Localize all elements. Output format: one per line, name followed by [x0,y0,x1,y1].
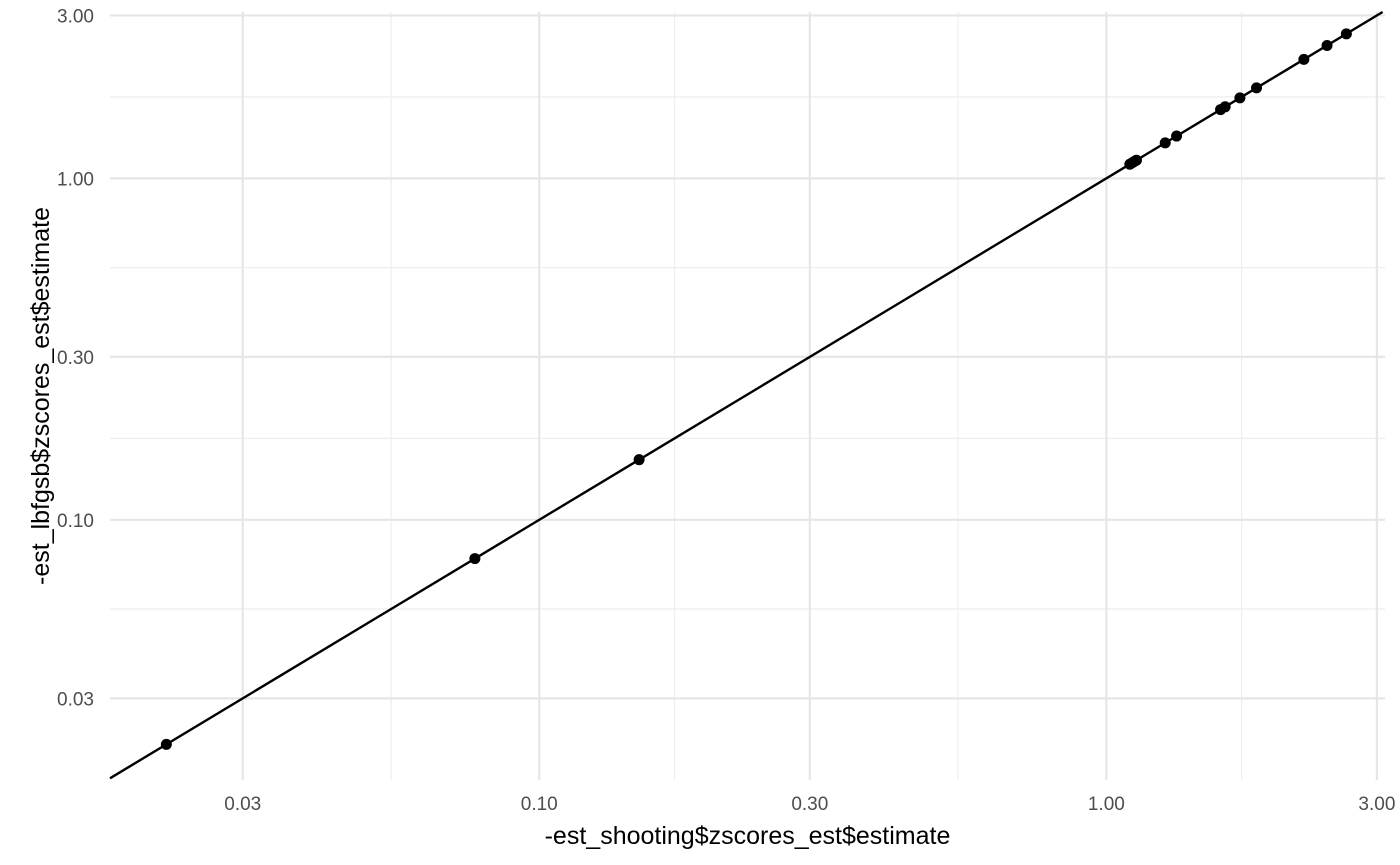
y-tick-label: 0.03 [57,689,94,710]
data-point [160,738,172,750]
data-point [469,553,481,565]
data-point [1159,137,1171,149]
x-tick-label: 1.00 [1088,794,1125,815]
x-axis-title: -est_shooting$zscores_est$estimate [545,822,951,850]
y-tick-label: 3.00 [57,6,94,27]
data-point [1219,101,1231,113]
y-tick-label: 0.10 [57,511,94,532]
data-point [1251,82,1263,94]
y-axis-title: -est_lbfgsb$zscores_est$estimate [27,207,55,585]
y-tick-label: 1.00 [57,169,94,190]
data-points [160,28,1352,750]
x-tick-label: 0.10 [521,794,558,815]
y-tick-label: 0.30 [57,348,94,369]
data-point [1130,154,1142,166]
reference-line [109,10,1384,780]
data-point [1340,28,1352,40]
x-axis-ticks: 0.03 0.10 0.30 1.00 3.00 [224,794,1395,815]
x-tick-label: 0.03 [224,794,261,815]
x-tick-label: 0.30 [791,794,828,815]
data-point [1298,53,1310,65]
data-point [1171,130,1183,142]
grid-lines [110,12,1385,780]
data-point [1234,92,1246,104]
data-point [1321,39,1333,51]
y-axis-ticks: 0.03 0.10 0.30 1.00 3.00 [57,6,94,710]
x-tick-label: 3.00 [1358,794,1395,815]
data-point [633,454,645,466]
reference-line-group [109,10,1384,780]
